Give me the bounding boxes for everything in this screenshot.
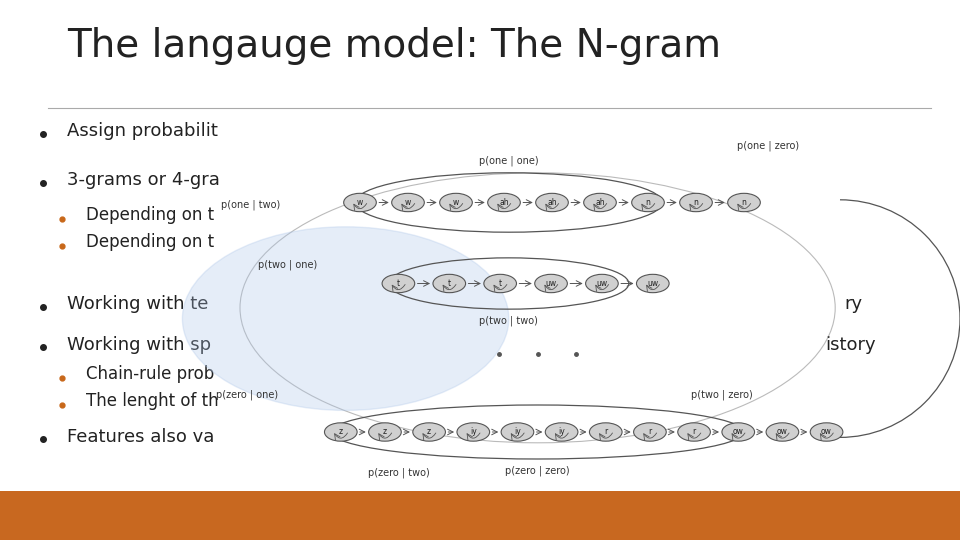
Text: ow: ow <box>821 428 832 436</box>
Text: w: w <box>453 198 459 207</box>
Text: r: r <box>692 428 696 436</box>
Circle shape <box>369 423 401 441</box>
Text: Features also va: Features also va <box>67 428 215 445</box>
Text: t: t <box>447 279 451 288</box>
Circle shape <box>382 274 415 293</box>
Text: uw: uw <box>545 279 557 288</box>
Text: w: w <box>405 198 411 207</box>
Text: p(two | one): p(two | one) <box>257 260 317 270</box>
Circle shape <box>766 423 799 441</box>
Text: ry: ry <box>845 295 863 313</box>
Text: n: n <box>693 198 699 207</box>
Text: w: w <box>357 198 363 207</box>
Circle shape <box>536 193 568 212</box>
Circle shape <box>440 193 472 212</box>
Circle shape <box>488 193 520 212</box>
Text: ah: ah <box>595 198 605 207</box>
Text: p(zero | zero): p(zero | zero) <box>505 465 570 476</box>
Text: The lenght of th: The lenght of th <box>86 393 219 410</box>
Text: n: n <box>741 198 747 207</box>
Circle shape <box>584 193 616 212</box>
Text: p(two | zero): p(two | zero) <box>691 389 753 400</box>
Text: r: r <box>604 428 608 436</box>
Circle shape <box>344 193 376 212</box>
Circle shape <box>501 423 534 441</box>
Text: The langauge model: The N-gram: The langauge model: The N-gram <box>67 27 721 65</box>
Text: ow: ow <box>732 428 744 436</box>
Circle shape <box>545 423 578 441</box>
Text: ow: ow <box>777 428 788 436</box>
Circle shape <box>324 423 357 441</box>
Text: iy: iy <box>469 428 477 436</box>
Text: Depending on t: Depending on t <box>86 206 214 224</box>
Text: Depending on t: Depending on t <box>86 233 214 251</box>
Circle shape <box>182 227 509 410</box>
Circle shape <box>636 274 669 293</box>
Text: z: z <box>383 428 387 436</box>
Text: t: t <box>396 279 400 288</box>
Text: p(one | zero): p(one | zero) <box>737 141 799 151</box>
Text: istory: istory <box>826 336 876 354</box>
Text: ah: ah <box>547 198 557 207</box>
Circle shape <box>728 193 760 212</box>
Text: uw: uw <box>596 279 608 288</box>
Text: p(zero | two): p(zero | two) <box>368 467 429 477</box>
Text: iy: iy <box>558 428 565 436</box>
Circle shape <box>810 423 843 441</box>
Circle shape <box>586 274 618 293</box>
Text: uw: uw <box>647 279 659 288</box>
Circle shape <box>413 423 445 441</box>
Circle shape <box>392 193 424 212</box>
Text: t: t <box>498 279 502 288</box>
Circle shape <box>457 423 490 441</box>
Circle shape <box>634 423 666 441</box>
Text: p(zero | one): p(zero | one) <box>216 389 278 400</box>
Text: z: z <box>427 428 431 436</box>
Text: z: z <box>339 428 343 436</box>
Text: Assign probabilit: Assign probabilit <box>67 123 218 140</box>
Circle shape <box>722 423 755 441</box>
Text: Working with te: Working with te <box>67 295 208 313</box>
Text: p(one | two): p(one | two) <box>221 200 280 211</box>
Circle shape <box>632 193 664 212</box>
Text: n: n <box>645 198 651 207</box>
Text: r: r <box>648 428 652 436</box>
FancyBboxPatch shape <box>0 491 960 540</box>
Text: ah: ah <box>499 198 509 207</box>
Text: iy: iy <box>514 428 521 436</box>
Text: p(one | one): p(one | one) <box>479 156 539 166</box>
Text: Chain-rule prob: Chain-rule prob <box>86 366 215 383</box>
Text: Working with sp: Working with sp <box>67 336 211 354</box>
Circle shape <box>589 423 622 441</box>
Circle shape <box>484 274 516 293</box>
Circle shape <box>678 423 710 441</box>
Text: p(two | two): p(two | two) <box>479 315 539 326</box>
Text: 3-grams or 4-gra: 3-grams or 4-gra <box>67 171 220 189</box>
Circle shape <box>433 274 466 293</box>
Circle shape <box>680 193 712 212</box>
Circle shape <box>535 274 567 293</box>
